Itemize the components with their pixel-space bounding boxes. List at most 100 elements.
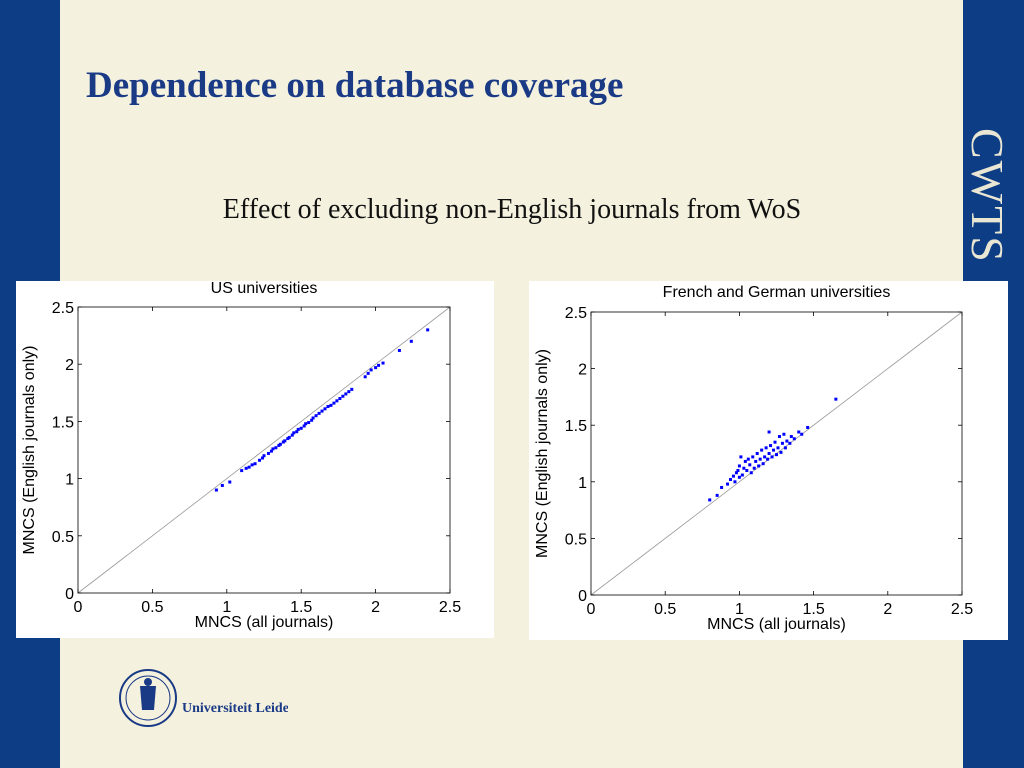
data-point [307,421,311,425]
data-point [777,435,781,439]
y-tick-label: 0.5 [52,529,74,546]
logo-text: Universiteit Leiden [182,701,288,716]
chart-french-german-universities-svg: 0 0.5 1 1.5 2 2.5 0 0.5 1 1.5 2 2.5 French and Germa… [534,284,973,633]
universiteit-leiden-logo: Universiteit Leiden [118,662,297,732]
data-point [740,473,744,477]
data-point [299,426,303,430]
data-point [283,439,287,443]
data-point [757,464,761,468]
data-point [743,459,747,463]
reference-line-y-equals-x [77,306,451,594]
data-point [720,485,724,489]
data-point [776,446,780,450]
data-point [782,432,786,436]
chart-us-universities: 0 0.5 1 1.5 2 2.5 0 0.5 1 1.5 2 2.5 US universities M… [16,281,494,638]
x-axis-label: MNCS (all journals) [195,614,334,631]
data-point [779,450,783,454]
y-tick-label: 2 [578,362,587,379]
data-point [737,464,741,468]
data-point [751,455,755,459]
y-tick-label: 0 [65,586,74,603]
y-axis-label: MNCS (English journals only) [534,349,551,558]
data-point [377,363,381,367]
data-point [329,403,333,407]
data-point [742,466,746,470]
data-point [295,430,299,434]
data-point [250,463,254,467]
data-point [770,455,774,459]
data-point [758,457,762,461]
leiden-seal-icon: Universiteit Leiden [119,669,297,727]
data-point [728,478,732,482]
chart-us-universities-svg: 0 0.5 1 1.5 2 2.5 0 0.5 1 1.5 2 2.5 US universities M… [21,281,461,631]
data-point [220,483,224,487]
data-point [760,448,764,452]
data-point [789,435,793,439]
x-tick-label: 0.5 [141,599,163,616]
data-point [350,387,354,391]
data-point [274,446,278,450]
data-point [332,401,336,405]
data-point [240,469,244,473]
data-point [754,459,758,463]
data-point [769,444,773,448]
y-axis-label: MNCS (English journals only) [21,346,38,555]
data-point [369,368,373,372]
y-tick-label: 0.5 [565,531,587,548]
data-point [806,425,810,429]
data-point [748,463,752,467]
slide-subtitle: Effect of excluding non-English journals… [222,194,802,225]
data-point [397,348,401,352]
data-point [310,418,314,422]
data-point [426,328,430,332]
data-point [792,437,796,441]
data-point [708,498,712,502]
y-tick-label: 2.5 [52,300,74,317]
data-point [746,457,750,461]
data-point [773,440,777,444]
data-point [715,493,719,497]
data-point [772,448,776,452]
data-point [736,468,740,472]
x-tick-label: 2 [371,599,380,616]
data-point [266,451,270,455]
data-point [214,488,218,492]
data-point [338,397,342,401]
data-point [755,452,759,455]
y-tick-label: 1 [578,475,587,492]
data-point [311,416,315,420]
data-point [737,475,741,479]
x-tick-label: 2 [883,601,892,618]
data-point [745,468,749,472]
x-tick-label: 0 [587,601,596,618]
y-tick-label: 2.5 [565,305,587,322]
data-point [278,442,282,446]
data-point [304,422,308,426]
data-point [261,456,265,460]
data-point [269,449,273,453]
data-point [775,453,778,457]
chart-title: US universities [211,281,318,297]
data-point [739,455,743,459]
data-point [317,411,321,415]
data-point [767,452,771,455]
data-point [292,431,296,435]
data-point [780,441,784,445]
x-tick-label: 1.5 [802,601,824,618]
data-point [783,446,787,450]
data-point [797,430,801,434]
x-axis-label: MNCS (all journals) [707,616,846,633]
data-point [302,424,306,428]
data-point [800,432,804,436]
data-point [366,371,370,375]
data-point [258,458,262,462]
plot-area-frame [77,306,451,594]
data-point [244,466,248,470]
data-point [785,439,789,443]
data-point [834,397,838,401]
x-tick-label: 0 [74,599,83,616]
data-point [731,474,735,478]
x-tick-label: 1.5 [290,599,312,616]
data-point [228,480,232,484]
data-point [341,394,345,398]
